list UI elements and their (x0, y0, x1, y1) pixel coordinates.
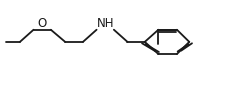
Text: O: O (38, 17, 47, 30)
Text: NH: NH (97, 17, 114, 30)
